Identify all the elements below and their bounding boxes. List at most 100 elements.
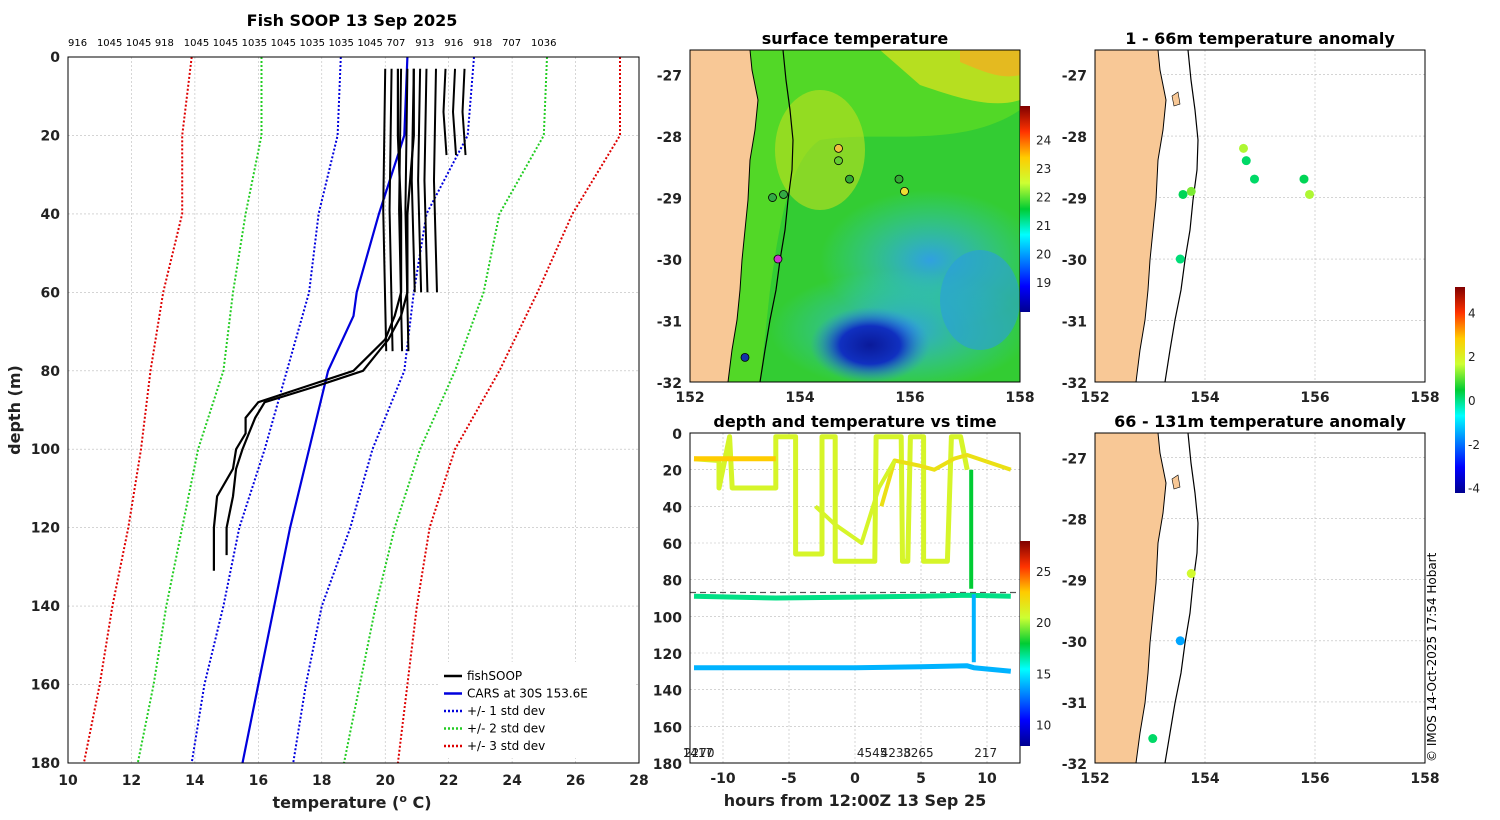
anomaly-shallow-shelf-line bbox=[1164, 50, 1199, 382]
sst-y-tick: -28 bbox=[657, 130, 682, 146]
profile-x-tick: 16 bbox=[249, 773, 268, 789]
profile-fishsoop-cast bbox=[423, 68, 429, 293]
sst-stations bbox=[740, 143, 909, 362]
profile-top-id: 1035 bbox=[300, 38, 325, 49]
sst-title: surface temperature bbox=[762, 29, 949, 48]
profile-line bbox=[82, 56, 193, 764]
anomaly-shallow-y-tick: -30 bbox=[1062, 253, 1088, 269]
legend-label: +/- 2 std dev bbox=[467, 722, 545, 736]
anomaly-shallow-point bbox=[1175, 254, 1185, 264]
sst-y-tick: -27 bbox=[657, 69, 682, 85]
anomaly-shallow-x-tick: 154 bbox=[1190, 390, 1219, 406]
anomaly-shallow-axes-frame bbox=[1094, 49, 1426, 383]
profile-y-tick: 20 bbox=[41, 128, 61, 144]
timeseries-x-tick: -10 bbox=[710, 771, 736, 787]
timeseries-y-tick: 120 bbox=[653, 647, 682, 663]
sst-x-ticks: 152 154 156 158 bbox=[675, 390, 1034, 406]
timeseries-bottom-id: 4545 bbox=[857, 746, 888, 760]
sst-x-tick: 158 bbox=[1005, 390, 1034, 406]
sst-station-marker bbox=[768, 193, 777, 202]
anomaly-shallow-panel: 1 - 66m temperature anomaly 152 154 156 158… bbox=[1062, 29, 1440, 406]
profile-top-ids: 916 1045 1045 918 1045 1045 1035 1045 1035 1035 10… bbox=[68, 38, 556, 49]
profile-y-tick: 60 bbox=[41, 285, 61, 301]
anomaly-colorbar-tick: -4 bbox=[1468, 482, 1480, 496]
sst-station-marker bbox=[900, 187, 909, 196]
profile-y-tick: 140 bbox=[31, 599, 60, 615]
profile-fishsoop-cast bbox=[388, 68, 394, 352]
sst-panel: surface temperature 152 154 156 158 -27-28-… bbox=[657, 29, 1052, 406]
sst-colorbar-tick: 21 bbox=[1036, 219, 1051, 233]
anomaly-deep-panel: 66 - 131m temperature anomaly 152 154 156 1… bbox=[1062, 287, 1480, 787]
timeseries-y-tick: 160 bbox=[653, 720, 682, 736]
timeseries-y-tick: 80 bbox=[663, 574, 683, 590]
profile-x-tick: 20 bbox=[375, 773, 395, 789]
anomaly-shallow-y-tick: -28 bbox=[1062, 130, 1087, 146]
profile-top-id: 1045 bbox=[357, 38, 382, 49]
anomaly-deep-y-tick: -32 bbox=[1062, 757, 1087, 773]
timeseries-colorbar-tick: 25 bbox=[1036, 565, 1051, 579]
legend-label: +/- 1 std dev bbox=[467, 704, 545, 718]
anomaly-deep-x-tick: 154 bbox=[1190, 771, 1219, 787]
anomaly-deep-points bbox=[1148, 569, 1196, 744]
profile-x-tick: 22 bbox=[439, 773, 458, 789]
profile-y-tick: 100 bbox=[31, 442, 60, 458]
anomaly-shallow-point bbox=[1299, 174, 1309, 184]
anomaly-deep-point bbox=[1186, 569, 1196, 579]
profile-top-id: 1045 bbox=[97, 38, 122, 49]
profile-y-label: depth (m) bbox=[5, 365, 24, 455]
timeseries-track-descent bbox=[814, 459, 897, 545]
sst-colorbar-tick: 20 bbox=[1036, 248, 1051, 262]
timeseries-colorbar-tick: 10 bbox=[1036, 719, 1051, 733]
anomaly-deep-y-tick: -27 bbox=[1062, 451, 1087, 467]
sst-land bbox=[690, 50, 758, 382]
legend-box bbox=[438, 662, 634, 758]
sst-cool-eddy bbox=[810, 307, 930, 382]
profile-line bbox=[190, 56, 342, 764]
anomaly-shallow-y-tick: -32 bbox=[1062, 376, 1087, 392]
anomaly-shallow-x-ticks: 152 154 156 158 bbox=[1080, 390, 1439, 406]
timeseries-track-shallow bbox=[693, 434, 970, 564]
timeseries-colorbar-tick: 15 bbox=[1036, 667, 1051, 681]
anomaly-deep-x-tick: 152 bbox=[1080, 771, 1109, 787]
timeseries-y-ticks: 0 20 40 60 80 100 120 140 160 180 bbox=[653, 427, 682, 773]
profile-line bbox=[343, 56, 548, 764]
sst-station-marker bbox=[773, 254, 783, 264]
sst-station-marker bbox=[779, 190, 788, 199]
sst-y-ticks: -27 -28 -29 -30 -31 -32 bbox=[657, 69, 683, 392]
sst-colorbar-tick: 24 bbox=[1036, 134, 1051, 148]
anomaly-deep-island bbox=[1171, 474, 1181, 490]
profile-x-tick: 24 bbox=[502, 773, 522, 789]
sst-y-tick: -32 bbox=[657, 376, 682, 392]
sst-shelf-line bbox=[759, 50, 794, 382]
anomaly-shallow-y-ticks: -27 -28 -29 -30 -31 -32 bbox=[1062, 69, 1088, 392]
timeseries-y-tick: 180 bbox=[653, 757, 682, 773]
profile-x-tick: 28 bbox=[629, 773, 648, 789]
anomaly-shallow-x-tick: 158 bbox=[1410, 390, 1439, 406]
anomaly-shallow-title: 1 - 66m temperature anomaly bbox=[1125, 29, 1395, 48]
profile-top-id: 1045 bbox=[126, 38, 151, 49]
profile-x-tick: 12 bbox=[122, 773, 141, 789]
anomaly-deep-x-tick: 158 bbox=[1410, 771, 1439, 787]
anomaly-shallow-point bbox=[1186, 186, 1196, 196]
anomaly-shallow-land bbox=[1095, 50, 1167, 382]
anomaly-deep-x-ticks: 152 154 156 158 bbox=[1080, 771, 1439, 787]
timeseries-colorbar-ticks: 10 15 20 25 bbox=[1036, 565, 1051, 733]
timeseries-y-tick: 20 bbox=[663, 464, 683, 480]
sst-station-marker bbox=[834, 143, 843, 153]
profile-top-id: 1036 bbox=[531, 38, 556, 49]
timeseries-y-tick: 40 bbox=[663, 500, 683, 516]
anomaly-colorbar-ticks: 4 2 0 -2 -4 bbox=[1468, 306, 1480, 495]
profile-y-ticks: 0 20 40 60 80 100 120 140 160 180 bbox=[31, 50, 60, 772]
profile-x-tick: 10 bbox=[58, 773, 78, 789]
anomaly-shallow-y-tick: -27 bbox=[1062, 69, 1087, 85]
profile-line bbox=[292, 56, 475, 764]
profile-top-id: 1035 bbox=[242, 38, 267, 49]
sst-x-tick: 156 bbox=[895, 390, 924, 406]
anomaly-shallow-point bbox=[1305, 189, 1314, 199]
timeseries-x-tick: 10 bbox=[977, 771, 997, 787]
profile-top-id: 1045 bbox=[184, 38, 209, 49]
sst-y-tick: -30 bbox=[657, 253, 683, 269]
anomaly-colorbar-tick: 2 bbox=[1468, 350, 1476, 364]
profile-y-tick: 40 bbox=[41, 207, 61, 223]
